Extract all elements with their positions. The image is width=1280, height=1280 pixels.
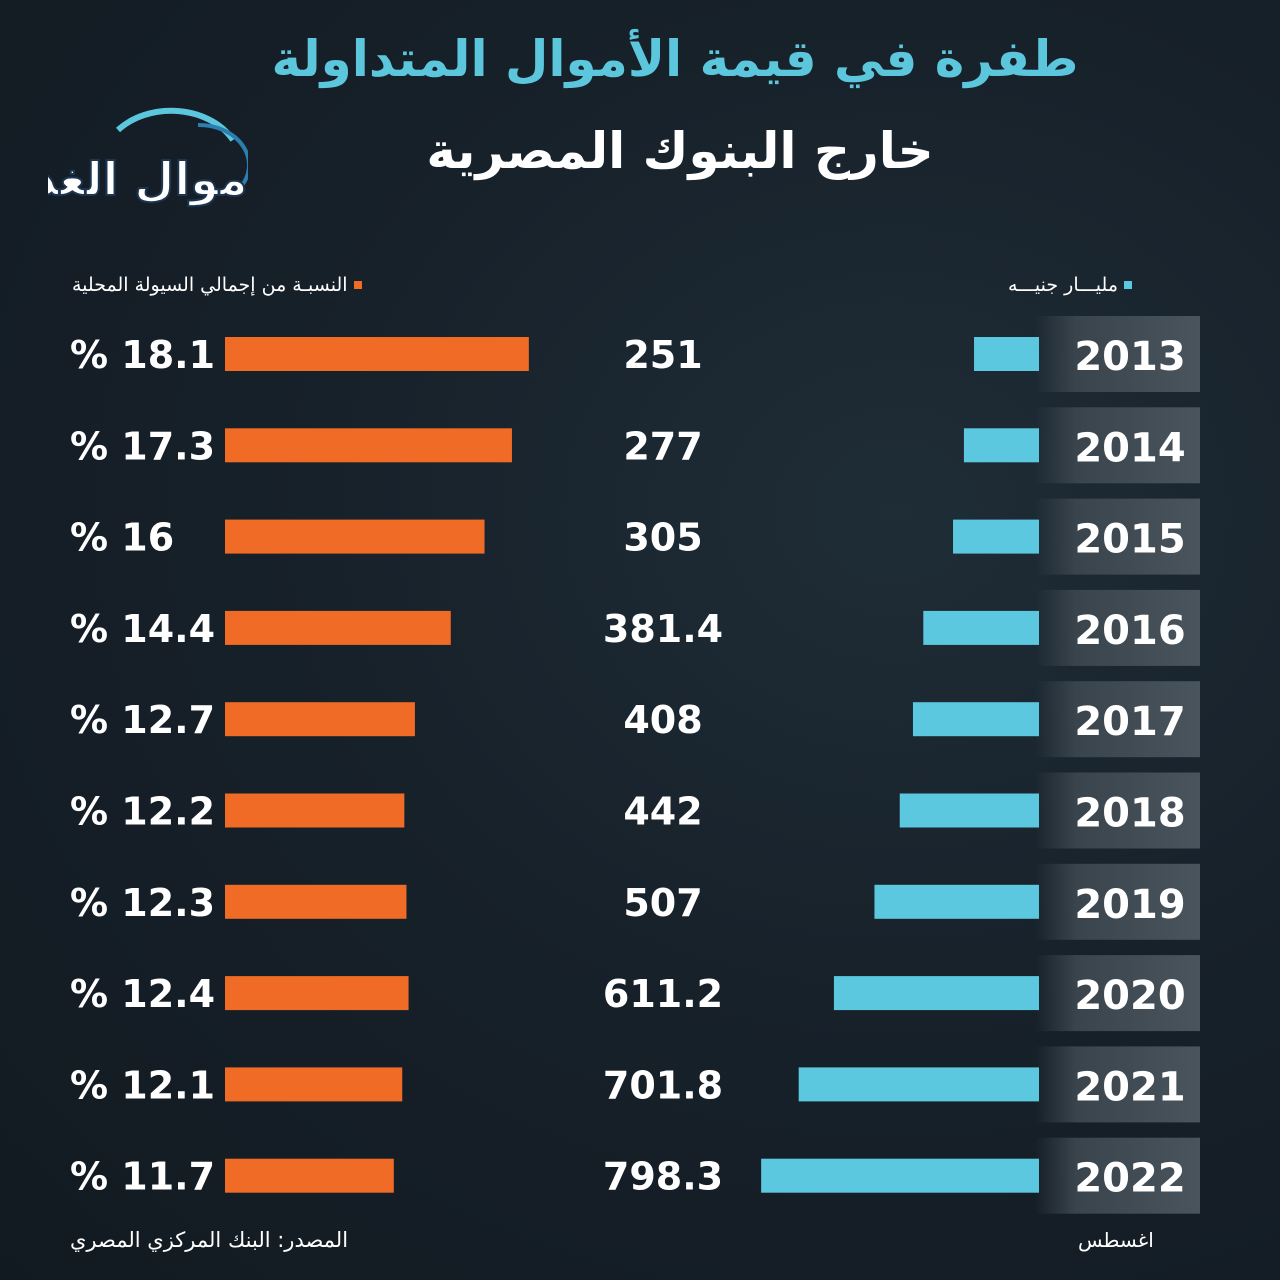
year-label: 2017 xyxy=(1074,699,1185,745)
value-bar xyxy=(761,1158,1039,1193)
svg-text:أموال الغد: أموال الغد xyxy=(48,149,248,206)
year-box xyxy=(1035,498,1200,575)
percent-bar xyxy=(225,976,409,1011)
value-label: 507 xyxy=(623,881,702,925)
year-box xyxy=(1035,772,1200,849)
value-label: 611.2 xyxy=(603,972,723,1016)
percent-bar xyxy=(225,519,485,554)
percent-bar xyxy=(225,1067,403,1102)
value-bar xyxy=(874,884,1039,919)
legend-value-label: مليـــار جنيـــه xyxy=(1008,274,1119,296)
percent-label: % 16 xyxy=(70,516,174,560)
title-line-2: خارج البنوك المصرية xyxy=(426,122,934,180)
value-label: 251 xyxy=(623,333,702,377)
legend-value: مليـــار جنيـــه xyxy=(1008,274,1133,296)
percent-bar xyxy=(225,884,407,919)
year-label: 2019 xyxy=(1074,882,1185,928)
year-box xyxy=(1035,1046,1200,1123)
legend-percent: النسبـة من إجمالي السيولة المحلية xyxy=(72,274,362,296)
value-bar xyxy=(953,519,1039,554)
year-box xyxy=(1035,955,1200,1032)
value-label: 305 xyxy=(623,516,702,560)
percent-label: % 11.7 xyxy=(70,1155,215,1199)
percent-bar xyxy=(225,428,512,463)
month-note: اغسطس xyxy=(1078,1228,1154,1252)
year-box xyxy=(1035,589,1200,666)
percent-bar xyxy=(225,610,451,645)
legend-percent-label: النسبـة من إجمالي السيولة المحلية xyxy=(72,274,348,296)
value-bar xyxy=(912,702,1039,737)
value-label: 277 xyxy=(623,424,702,468)
legend-swatch-value xyxy=(1124,281,1133,289)
value-label: 701.8 xyxy=(603,1063,723,1107)
source-text: المصدر: البنك المركزي المصري xyxy=(70,1228,349,1252)
percent-label: % 12.1 xyxy=(70,1063,215,1107)
year-label: 2021 xyxy=(1074,1064,1185,1110)
percent-label: % 18.1 xyxy=(70,333,215,377)
year-label: 2015 xyxy=(1074,517,1185,563)
year-box xyxy=(1035,681,1200,758)
logo: أموال الغد xyxy=(48,107,248,207)
year-label: 2014 xyxy=(1074,425,1185,471)
year-label: 2022 xyxy=(1074,1156,1185,1202)
value-bar xyxy=(798,1067,1039,1102)
percent-label: % 12.7 xyxy=(70,698,215,742)
value-bar xyxy=(974,337,1039,371)
percent-label: % 14.4 xyxy=(70,607,215,651)
year-box xyxy=(1035,863,1200,940)
percent-label: % 17.3 xyxy=(70,424,215,468)
value-label: 442 xyxy=(623,790,702,834)
value-bar xyxy=(833,976,1039,1011)
percent-label: % 12.4 xyxy=(70,972,215,1016)
year-box xyxy=(1035,316,1200,392)
value-bar xyxy=(923,610,1039,645)
value-bar xyxy=(899,793,1039,828)
percent-bar xyxy=(225,337,529,371)
title-line-1: طفرة في قيمة الأموال المتداولة xyxy=(271,30,1079,88)
year-label: 2016 xyxy=(1074,608,1185,654)
value-bar xyxy=(963,428,1039,463)
percent-bar xyxy=(225,793,405,828)
year-box xyxy=(1035,407,1200,484)
year-box xyxy=(1035,1137,1200,1214)
value-label: 381.4 xyxy=(603,607,723,651)
year-label: 2013 xyxy=(1074,334,1185,380)
percent-label: % 12.2 xyxy=(70,790,215,834)
percent-label: % 12.3 xyxy=(70,881,215,925)
year-label: 2020 xyxy=(1074,973,1185,1019)
year-label: 2018 xyxy=(1074,791,1185,837)
legend-swatch-percent xyxy=(353,281,362,289)
percent-bar xyxy=(225,702,415,737)
value-label: 798.3 xyxy=(603,1155,723,1199)
value-label: 408 xyxy=(623,698,702,742)
percent-bar xyxy=(225,1158,394,1193)
